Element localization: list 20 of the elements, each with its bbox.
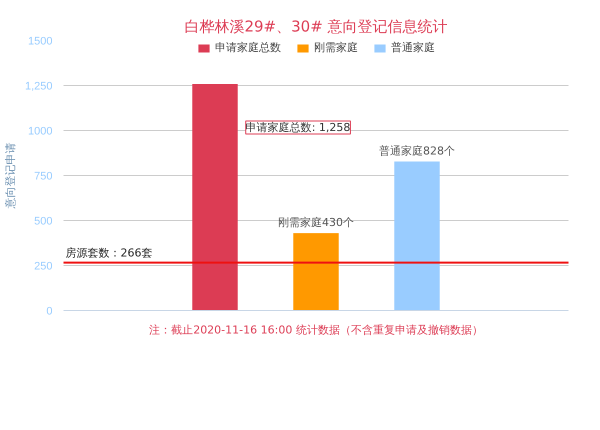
y-tick-label: 500 xyxy=(34,216,53,228)
annotation: 申请家庭总数: 1,258 xyxy=(246,121,350,134)
legend-label: 刚需家庭 xyxy=(314,40,358,55)
ref-line-label: 房源套数：266套 xyxy=(66,246,152,260)
y-tick-label: 1,250 xyxy=(24,80,53,92)
chart-title: 白桦林溪29#、30# 意向登记信息统计 xyxy=(184,18,448,36)
y-tick-label: 250 xyxy=(34,260,53,272)
legend-label: 申请家庭总数 xyxy=(215,40,281,55)
y-tick-label: 750 xyxy=(34,170,53,182)
bar xyxy=(394,161,440,310)
bar xyxy=(192,84,238,310)
bar xyxy=(293,233,339,310)
data-label: 普通家庭828个 xyxy=(379,144,455,158)
text: 注：截止2020-11-16 16:00 统计数据（不含重复申请及撤销数据） xyxy=(149,324,483,336)
y-tick-label: 1500 xyxy=(28,36,53,48)
data-label: 刚需家庭430个 xyxy=(278,216,354,230)
y-axis-title: 意向登记申请 xyxy=(4,142,17,210)
y-tick-label: 1000 xyxy=(28,126,53,138)
legend-label: 普通家庭 xyxy=(391,40,435,55)
y-tick-label: 0 xyxy=(46,306,53,318)
